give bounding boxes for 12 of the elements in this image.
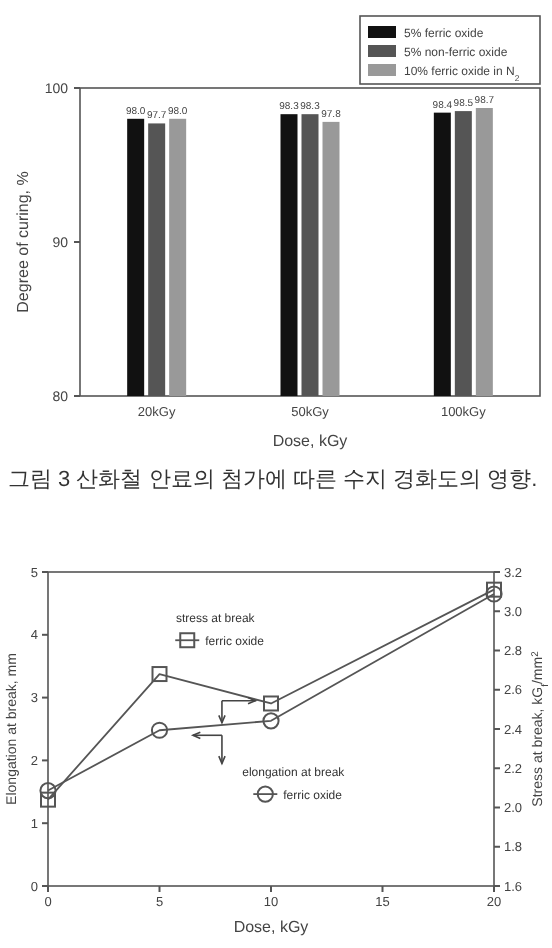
point bbox=[39, 781, 57, 800]
point bbox=[151, 666, 168, 683]
x-axis-title: Dose, kGy bbox=[272, 432, 348, 450]
point bbox=[40, 791, 56, 808]
point bbox=[263, 695, 279, 712]
y-axis-title: Degree of curing, % bbox=[14, 171, 32, 313]
point bbox=[486, 581, 502, 598]
point bbox=[150, 721, 169, 739]
caption: 그림 3 산화철 안료의 첨가에 따른 수지 경화도의 영향. bbox=[8, 468, 538, 492]
x-axis-title: Dose, kGy bbox=[233, 918, 309, 936]
point bbox=[262, 712, 280, 730]
point bbox=[485, 585, 503, 603]
